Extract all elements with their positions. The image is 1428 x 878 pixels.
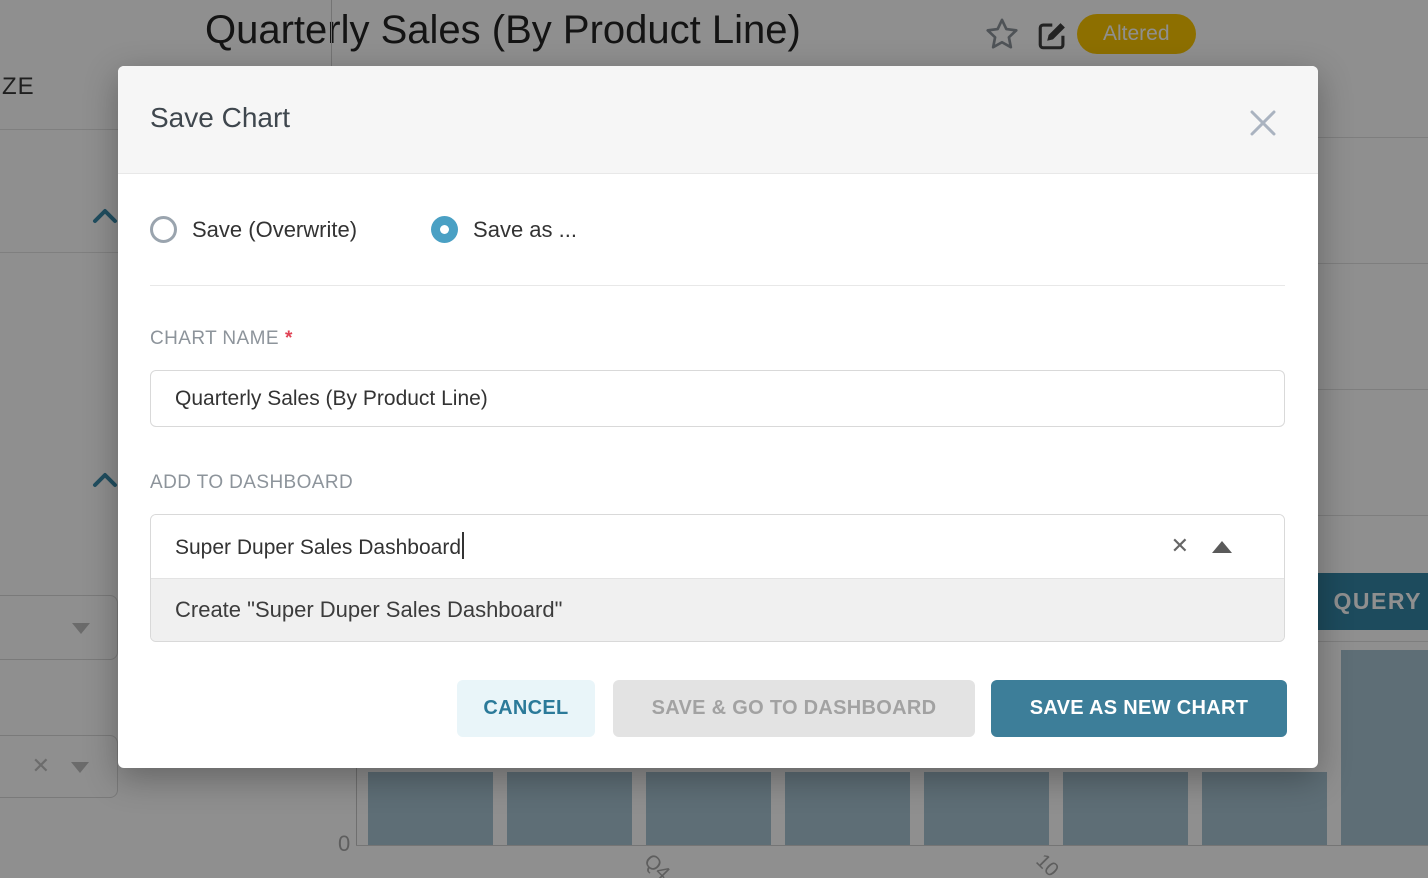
chart-bar [1202, 772, 1327, 845]
save-chart-modal: Save Chart Save (Overwrite) Save as ... … [118, 66, 1318, 768]
add-to-dashboard-label: ADD TO DASHBOARD [150, 472, 354, 493]
chart-bar [646, 772, 771, 845]
altered-badge: Altered [1077, 14, 1196, 54]
chart-x-axis [356, 845, 1428, 846]
section-divider [150, 285, 1285, 286]
radio-selected-dot [440, 225, 450, 234]
clear-x-icon[interactable]: ✕ [1170, 533, 1189, 558]
dashboard-input[interactable]: Super Duper Sales Dashboard ✕ [151, 515, 1284, 578]
create-dashboard-option[interactable]: Create "Super Duper Sales Dashboard" [151, 578, 1284, 641]
radio-save-overwrite-label[interactable]: Save (Overwrite) [192, 216, 358, 242]
panel-section-divider [0, 129, 118, 130]
chevron-down-icon [71, 762, 89, 773]
close-icon[interactable] [1246, 106, 1280, 140]
chevron-up-icon[interactable] [1212, 541, 1232, 553]
clear-x-icon[interactable]: ✕ [31, 753, 50, 778]
page-title: Quarterly Sales (By Product Line) [205, 8, 801, 52]
chart-bar [1063, 772, 1188, 845]
text-cursor [462, 532, 465, 559]
modal-header: Save Chart [118, 66, 1318, 174]
radio-save-overwrite[interactable] [150, 216, 177, 243]
chart-name-label: CHART NAME * [150, 328, 293, 349]
y-axis-origin-label: 0 [338, 831, 351, 856]
save-as-new-chart-button[interactable]: SAVE AS NEW CHART [991, 680, 1287, 737]
collapse-section-chevron-up-icon[interactable] [92, 206, 118, 231]
chart-name-input[interactable] [150, 370, 1285, 427]
chevron-down-icon [72, 623, 90, 634]
panel-section-divider [0, 252, 118, 253]
chart-bar [1341, 650, 1428, 845]
modal-title: Save Chart [150, 102, 291, 133]
collapse-section-chevron-up-icon[interactable] [92, 470, 118, 495]
panel-select-dropdown[interactable]: ✕ [0, 735, 118, 798]
dashboard-input-value: Super Duper Sales Dashboard [175, 532, 465, 560]
edit-pencil-icon[interactable] [1036, 18, 1070, 57]
radio-save-as[interactable] [431, 216, 459, 243]
required-asterisk: * [284, 328, 293, 349]
customize-tab-partial-label[interactable]: ZE [2, 73, 35, 100]
chart-bar [507, 772, 632, 845]
radio-save-as-label[interactable]: Save as ... [473, 216, 577, 242]
chart-bar [785, 772, 910, 845]
panel-select-dropdown[interactable] [0, 595, 118, 660]
favorite-star-icon[interactable] [984, 16, 1020, 57]
dashboard-combobox: Super Duper Sales Dashboard ✕ Create "Su… [150, 514, 1285, 642]
save-and-go-to-dashboard-button[interactable]: SAVE & GO TO DASHBOARD [613, 680, 975, 737]
chart-bar [924, 772, 1049, 845]
save-mode-radio-group: Save (Overwrite) Save as ... [150, 216, 577, 243]
cancel-button[interactable]: CANCEL [457, 680, 595, 737]
chart-bar [368, 772, 493, 845]
